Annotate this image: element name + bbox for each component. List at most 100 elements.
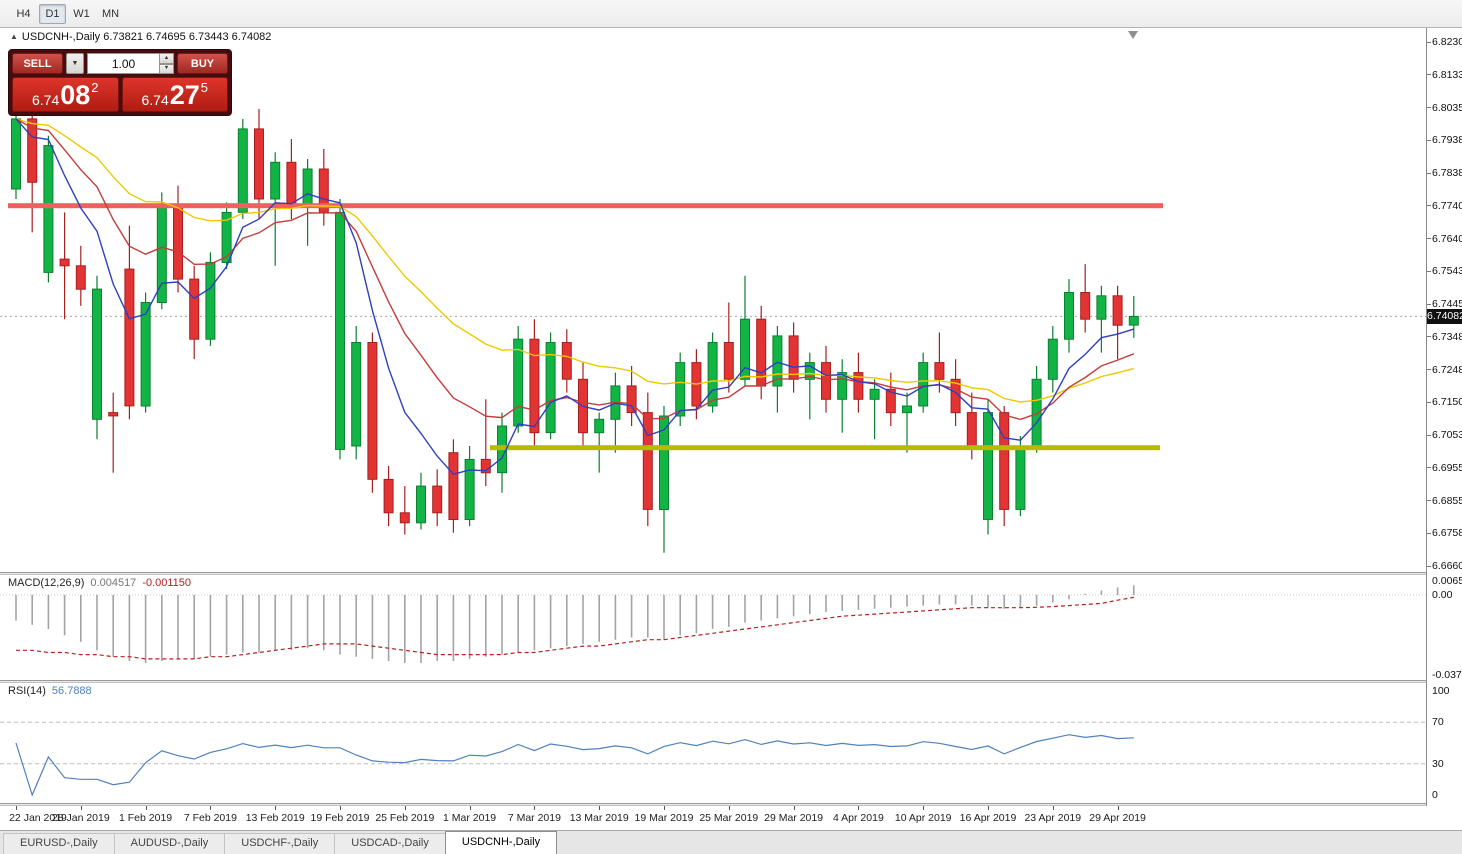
rsi-axis-label: 0 xyxy=(1432,789,1438,801)
chart-tab-usdcnh[interactable]: USDCNH-,Daily xyxy=(444,831,558,854)
time-axis-label: 25 Feb 2019 xyxy=(375,812,435,824)
bid-price-pipette: 2 xyxy=(91,80,99,95)
price-axis-tick xyxy=(1427,467,1431,469)
price-axis-label: 6.78380 xyxy=(1432,167,1462,179)
buy-price-button[interactable]: 6.74 27 5 xyxy=(121,77,228,112)
chart-tab-bar: EURUSD-,Daily AUDUSD-,Daily USDCHF-,Daily U… xyxy=(0,830,1462,854)
price-axis-label: 6.75430 xyxy=(1432,265,1462,278)
time-axis-label: 13 Mar 2019 xyxy=(569,812,629,824)
price-axis-tick xyxy=(1427,41,1431,43)
chart-tab-usdchf[interactable]: USDCHF-,Daily xyxy=(224,833,336,854)
price-axis-tick xyxy=(1427,369,1431,370)
price-axis-tick xyxy=(1427,74,1431,76)
timeframe-button-mn[interactable]: MN xyxy=(97,4,124,24)
rsi-axis-label: 70 xyxy=(1432,716,1444,729)
main-price-chart[interactable] xyxy=(0,28,1426,572)
price-axis-label: 6.69555 xyxy=(1432,461,1462,474)
time-axis-label: 23 Apr 2019 xyxy=(1024,812,1082,824)
timeframe-button-group: H4 D1 W1 MN xyxy=(10,3,124,24)
time-axis-tick xyxy=(145,806,147,810)
time-axis-label: 19 Feb 2019 xyxy=(310,812,370,824)
macd-value: 0.004517 xyxy=(90,577,137,589)
price-axis-label: 6.70530 xyxy=(1432,429,1462,441)
price-axis-label: 6.68555 xyxy=(1432,494,1462,507)
time-axis-label: 7 Mar 2019 xyxy=(507,812,561,824)
price-axis-tick xyxy=(1427,565,1431,567)
timeframe-toolbar: H4 D1 W1 MN xyxy=(0,0,1462,28)
rsi-name: RSI(14) xyxy=(8,685,46,697)
time-axis-tick xyxy=(469,806,471,810)
time-axis-tick xyxy=(793,806,795,810)
time-axis-label: 22 Jan 2019 xyxy=(9,812,67,824)
price-axis-label: 6.67580 xyxy=(1432,527,1462,540)
sell-price-button[interactable]: 6.74 08 2 xyxy=(12,77,119,112)
time-axis-label: 4 Apr 2019 xyxy=(832,812,884,824)
volume-dropdown-button[interactable]: ▼ xyxy=(66,53,84,74)
timeframe-button-d1[interactable]: D1 xyxy=(39,3,66,24)
timeframe-button-w1[interactable]: W1 xyxy=(68,4,95,24)
time-axis-tick xyxy=(923,806,925,810)
chart-tab-audusd[interactable]: AUDUSD-,Daily xyxy=(113,833,226,854)
price-axis-label: 6.79380 xyxy=(1432,134,1462,147)
time-axis-tick xyxy=(858,806,860,810)
price-axis-tick xyxy=(1427,500,1431,501)
sell-button[interactable]: SELL xyxy=(12,53,63,74)
time-axis-tick xyxy=(1117,806,1119,810)
macd-label: MACD(12,26,9) 0.004517 -0.001150 xyxy=(8,577,191,589)
panel-separator[interactable] xyxy=(0,572,1462,575)
volume-field-group: ▲ ▼ xyxy=(87,53,174,74)
time-axis-label: 16 Apr 2019 xyxy=(959,812,1017,824)
volume-input[interactable] xyxy=(87,53,159,74)
symbol-info-line: ▲ USDCNH-,Daily 6.73821 6.74695 6.73443 … xyxy=(10,31,271,43)
price-axis-label: 6.81330 xyxy=(1432,68,1462,81)
price-axis-label: 6.76405 xyxy=(1432,232,1462,245)
macd-axis-label: -0.03757 xyxy=(1432,669,1462,681)
time-axis-label: 29 Apr 2019 xyxy=(1089,812,1146,824)
symbol-ohlc-text: USDCNH-,Daily 6.73821 6.74695 6.73443 6.… xyxy=(21,31,272,43)
time-axis-tick xyxy=(599,806,601,810)
price-axis-label: 6.80355 xyxy=(1432,101,1462,114)
price-axis-label: 6.66605 xyxy=(1432,560,1462,572)
volume-decrease-button[interactable]: ▼ xyxy=(159,63,174,74)
time-axis-tick xyxy=(534,806,536,810)
price-axis-label: 6.71505 xyxy=(1432,396,1462,409)
bid-price-main: 08 xyxy=(60,80,91,111)
time-axis[interactable]: 22 Jan 2019 28 Jan 2019 1 Feb 2019 7 Feb 20… xyxy=(0,806,1426,830)
current-price-badge: 6.74082 xyxy=(1427,308,1462,324)
time-axis-label: 1 Feb 2019 xyxy=(119,812,173,824)
time-axis-tick xyxy=(340,806,341,810)
time-axis-tick xyxy=(404,806,406,810)
macd-axis-label: 0.00 xyxy=(1432,588,1453,601)
macd-indicator-panel[interactable] xyxy=(0,575,1426,680)
rsi-indicator-panel[interactable] xyxy=(0,683,1426,803)
time-axis-label: 10 Apr 2019 xyxy=(894,812,952,824)
rsi-axis-label: 30 xyxy=(1432,757,1444,770)
ask-price-prefix: 6.74 xyxy=(141,91,169,108)
rsi-value: 56.7888 xyxy=(51,685,92,697)
macd-name: MACD(12,26,9) xyxy=(8,577,85,589)
collapse-trade-panel-icon[interactable]: ▲ xyxy=(10,32,18,41)
price-axis-tick xyxy=(1427,532,1431,534)
time-axis-label: 1 Mar 2019 xyxy=(443,812,497,824)
chart-tab-usdcad[interactable]: USDCAD-,Daily xyxy=(334,833,446,854)
chart-tab-eurusd[interactable]: EURUSD-,Daily xyxy=(3,833,115,854)
time-axis-label: 29 Mar 2019 xyxy=(764,812,824,824)
ask-price-pipette: 5 xyxy=(200,80,209,95)
price-axis-tick xyxy=(1427,238,1431,239)
ask-price-main: 27 xyxy=(169,80,200,111)
chevron-down-icon: ▼ xyxy=(71,60,79,67)
price-axis[interactable]: 6.82305 6.81330 6.80355 6.79380 6.78380 6.774… xyxy=(1426,28,1462,806)
volume-increase-button[interactable]: ▲ xyxy=(159,53,174,64)
chart-shift-marker-icon[interactable] xyxy=(1128,31,1138,39)
macd-axis-label: 0.006522 xyxy=(1432,575,1462,587)
price-axis-label: 6.77405 xyxy=(1432,199,1462,212)
time-axis-tick xyxy=(210,806,212,810)
panel-separator[interactable] xyxy=(0,680,1462,683)
panel-separator[interactable] xyxy=(0,803,1462,806)
time-axis-tick xyxy=(728,806,730,810)
buy-button[interactable]: BUY xyxy=(177,53,228,74)
timeframe-button-h4[interactable]: H4 xyxy=(10,4,37,24)
time-axis-label: 7 Feb 2019 xyxy=(183,812,237,824)
time-axis-label: 25 Mar 2019 xyxy=(699,812,759,824)
